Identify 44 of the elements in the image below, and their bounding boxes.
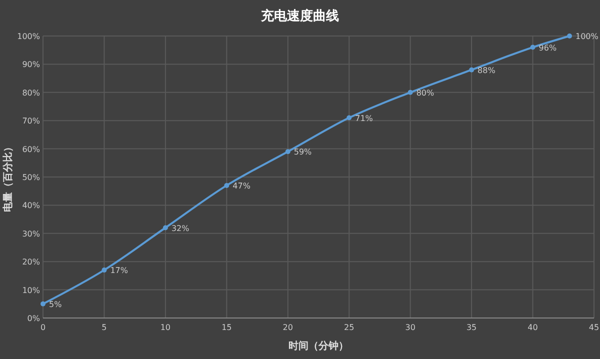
data-label: 32% — [171, 224, 190, 233]
y-tick-label: 30% — [22, 229, 40, 238]
x-tick-label: 30 — [405, 323, 416, 332]
y-axis-title: 电量（百分比） — [2, 142, 14, 212]
y-tick-label: 90% — [22, 60, 40, 70]
point — [102, 268, 107, 273]
y-tick-label: 100% — [17, 32, 40, 41]
x-tick-label: 10 — [160, 323, 171, 332]
data-label: 5% — [49, 300, 62, 309]
data-label: 59% — [294, 148, 312, 157]
y-tick-label: 10% — [22, 286, 40, 295]
y-tick-label: 50% — [22, 173, 40, 182]
point — [567, 34, 572, 38]
y-tick-label: 40% — [22, 201, 40, 210]
x-tick-label: 45 — [588, 323, 600, 332]
chart-title: 充电速度曲线 — [260, 8, 339, 24]
x-tick-label: 35 — [466, 323, 477, 332]
x-tick-label: 0 — [40, 323, 46, 332]
y-tick-label: 60% — [22, 144, 40, 154]
x-tick-label: 15 — [222, 323, 232, 332]
x-tick-label: 5 — [102, 323, 107, 332]
x-tick-label: 25 — [344, 323, 354, 332]
y-tick-label: 80% — [22, 88, 40, 98]
data-label: 47% — [232, 181, 251, 190]
x-axis-title: 时间（分钟） — [288, 340, 348, 352]
y-tick-label: 70% — [22, 116, 40, 126]
point — [469, 67, 474, 72]
y-tick-label: 0% — [27, 314, 40, 323]
data-label: 88% — [478, 66, 496, 75]
point — [346, 115, 352, 120]
data-label: 80% — [416, 88, 435, 98]
data-label: 71% — [355, 114, 374, 123]
y-tick-label: 20% — [22, 258, 40, 267]
point — [285, 149, 290, 154]
x-tick-label: 20 — [282, 323, 293, 332]
point — [530, 44, 536, 50]
data-label: 100% — [576, 32, 599, 41]
point — [408, 90, 413, 95]
data-label: 96% — [538, 43, 557, 52]
point — [224, 182, 230, 188]
x-tick-label: 40 — [528, 323, 538, 332]
data-label: 17% — [110, 266, 128, 276]
point — [162, 225, 168, 230]
point — [40, 301, 46, 306]
